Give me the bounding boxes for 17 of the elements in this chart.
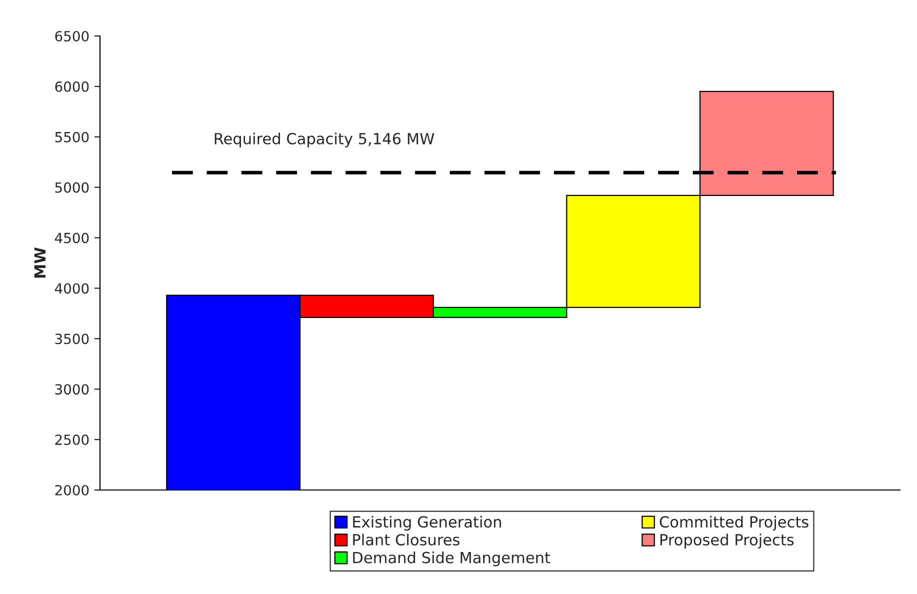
y-tick-label: 6000 <box>55 81 89 92</box>
legend-label: Existing Generation <box>353 516 501 531</box>
ref-line-label: Required Capacity 5,146 MW <box>214 132 434 148</box>
y-tick-label: 4500 <box>54 232 89 244</box>
y-tick-label: 3000 <box>55 384 89 395</box>
legend-label: Demand Side Mangement <box>353 552 550 566</box>
legend-label: Plant Closures <box>353 534 460 546</box>
y-tick-label: 5500 <box>55 132 89 142</box>
y-tick-label: 2000 <box>55 484 89 496</box>
y-tick-label: 4000 <box>54 283 89 294</box>
y-tick-label: 6500 <box>55 30 89 42</box>
y-axis-title: MW <box>34 247 46 278</box>
y-tick-label: 2500 <box>55 434 89 446</box>
y-tick-label: 5000 <box>55 182 89 193</box>
legend-label: Committed Projects <box>660 516 808 531</box>
legend-label: Proposed Projects <box>660 534 794 548</box>
y-tick-label: 3500 <box>55 334 89 344</box>
